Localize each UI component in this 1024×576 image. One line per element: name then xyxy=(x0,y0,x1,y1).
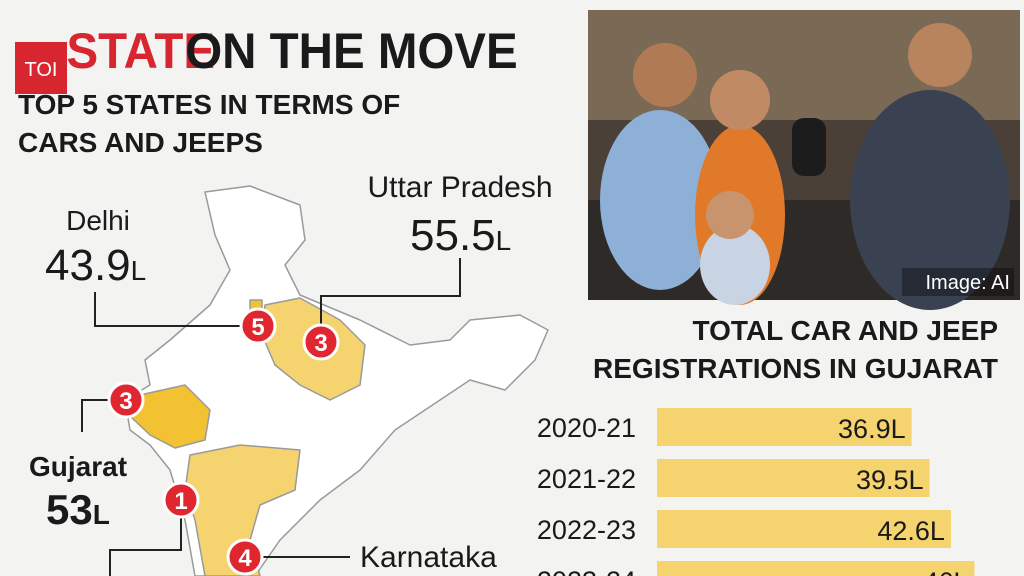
state-name: Gujarat xyxy=(29,451,127,482)
state-value: 43.9L xyxy=(45,241,146,290)
state-name: Delhi xyxy=(66,205,130,236)
rank-marker xyxy=(107,381,145,419)
value: 53 xyxy=(46,486,93,533)
bar xyxy=(657,459,930,497)
value-label: 36.9L xyxy=(838,414,906,444)
value: 43.9 xyxy=(45,241,131,290)
category-label: 2023-24 xyxy=(537,566,636,576)
state-value: 53L xyxy=(46,486,110,533)
unit: L xyxy=(496,225,512,256)
rank-label: 5 xyxy=(251,314,264,341)
rank-marker xyxy=(162,481,200,519)
value: 55.5 xyxy=(410,211,496,260)
rank-marker xyxy=(302,323,340,361)
markers: 5 3 3 1 4 xyxy=(107,307,340,576)
rank-marker xyxy=(226,538,264,576)
bar xyxy=(657,408,912,446)
leader-lines xyxy=(81,258,461,576)
bar xyxy=(657,510,951,548)
bar-chart: 2020-21 36.9L 2021-22 39.5L 2022-23 42.6L 2023… xyxy=(537,408,975,576)
subtitle: CARS AND JEEPS xyxy=(18,127,263,158)
title-highlight: STATE xyxy=(67,24,216,79)
photo: Image: AI xyxy=(588,10,1020,310)
photo-caption: Image: AI xyxy=(926,272,1011,294)
state-name: Karnataka xyxy=(360,541,497,574)
unit: L xyxy=(131,255,147,286)
chart-title: TOTAL CAR AND JEEP xyxy=(693,315,998,346)
bar xyxy=(657,561,975,576)
title: ON THE MOVE xyxy=(185,24,517,79)
value-label: 46L xyxy=(923,567,968,576)
chart-title: REGISTRATIONS IN GUJARAT xyxy=(593,353,998,384)
value-label: 39.5L xyxy=(856,465,924,495)
value-label: 42.6L xyxy=(877,516,945,546)
logo: TOI xyxy=(25,59,58,81)
rank-marker xyxy=(239,307,277,345)
rank-label: 1 xyxy=(174,488,187,515)
category-label: 2022-23 xyxy=(537,515,636,545)
logo-box xyxy=(15,42,67,94)
rank-label: 4 xyxy=(238,545,252,572)
rank-label: 3 xyxy=(314,330,327,357)
unit: L xyxy=(93,499,110,530)
subtitle: TOP 5 STATES IN TERMS OF xyxy=(18,89,400,120)
state-name: Uttar Pradesh xyxy=(367,171,552,204)
state-value: 55.5L xyxy=(410,211,511,260)
category-label: 2021-22 xyxy=(537,464,636,494)
category-label: 2020-21 xyxy=(537,413,636,443)
rank-label: 3 xyxy=(119,388,132,415)
